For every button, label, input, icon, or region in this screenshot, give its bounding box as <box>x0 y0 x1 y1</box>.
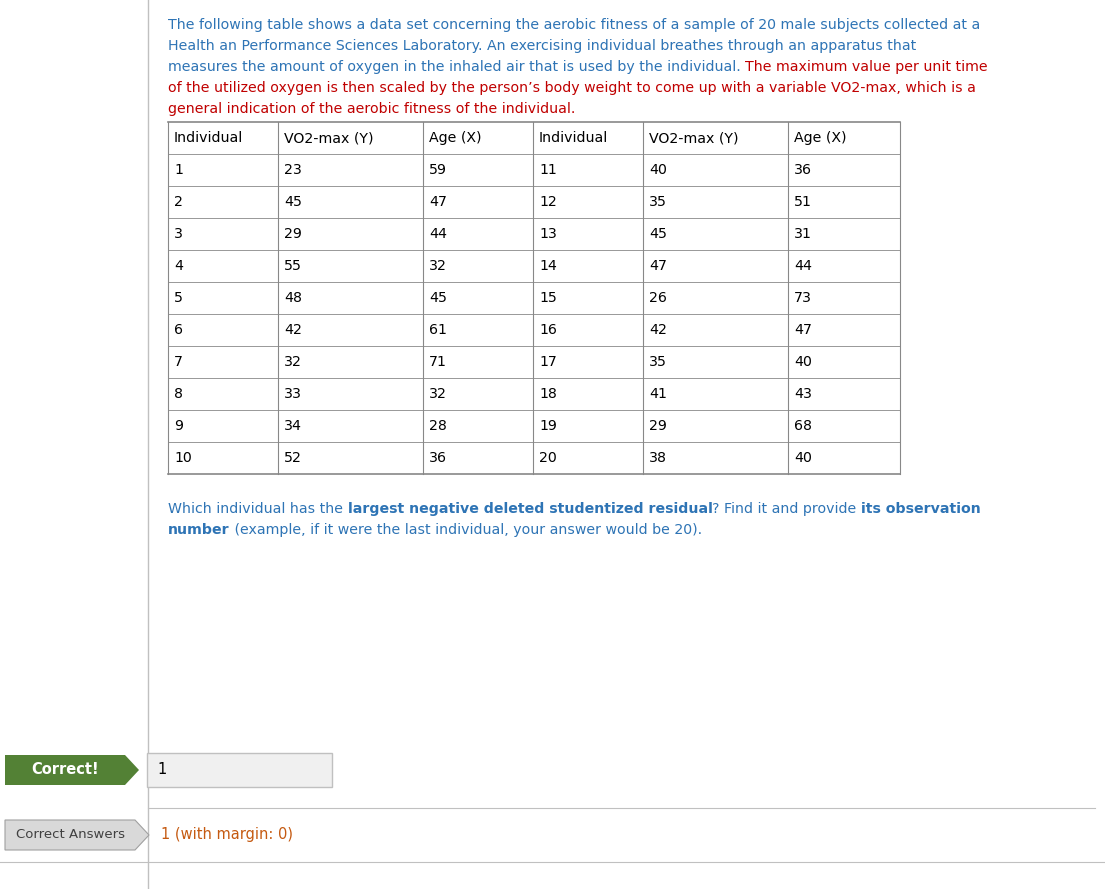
Text: 40: 40 <box>794 355 812 369</box>
Text: 48: 48 <box>284 291 302 305</box>
Text: ? Find it and provide: ? Find it and provide <box>713 502 861 516</box>
Text: The following table shows a data set concerning the aerobic fitness of a sample : The following table shows a data set con… <box>168 18 980 32</box>
Text: 47: 47 <box>794 323 812 337</box>
Text: 59: 59 <box>429 163 448 177</box>
Text: VO2-max (Y): VO2-max (Y) <box>284 131 373 145</box>
Text: 10: 10 <box>173 451 192 465</box>
Text: 47: 47 <box>429 195 448 209</box>
Text: Correct Answers: Correct Answers <box>15 829 125 842</box>
Text: 20: 20 <box>539 451 557 465</box>
Text: 42: 42 <box>284 323 302 337</box>
Text: number: number <box>168 523 230 537</box>
Text: 61: 61 <box>429 323 446 337</box>
Text: 32: 32 <box>284 355 302 369</box>
Text: 34: 34 <box>284 419 302 433</box>
Text: 12: 12 <box>539 195 557 209</box>
Text: 68: 68 <box>794 419 812 433</box>
Text: Age (X): Age (X) <box>429 131 482 145</box>
Text: 6: 6 <box>173 323 183 337</box>
Text: 23: 23 <box>284 163 302 177</box>
Text: 45: 45 <box>649 227 667 241</box>
Text: 18: 18 <box>539 387 557 401</box>
Text: Age (X): Age (X) <box>794 131 846 145</box>
Text: its observation: its observation <box>861 502 981 516</box>
Text: 5: 5 <box>173 291 183 305</box>
Text: 28: 28 <box>429 419 446 433</box>
Text: 36: 36 <box>794 163 812 177</box>
Text: 43: 43 <box>794 387 812 401</box>
Text: 13: 13 <box>539 227 557 241</box>
Text: 4: 4 <box>173 259 183 273</box>
Text: 32: 32 <box>429 259 446 273</box>
Text: 26: 26 <box>649 291 667 305</box>
Text: 71: 71 <box>429 355 446 369</box>
Polygon shape <box>6 820 149 850</box>
Text: 51: 51 <box>794 195 812 209</box>
Text: 8: 8 <box>173 387 182 401</box>
Text: 14: 14 <box>539 259 557 273</box>
Text: 19: 19 <box>539 419 557 433</box>
Text: Individual: Individual <box>539 131 608 145</box>
Text: 40: 40 <box>794 451 812 465</box>
Text: 16: 16 <box>539 323 557 337</box>
Text: 45: 45 <box>429 291 448 305</box>
Text: 29: 29 <box>284 227 302 241</box>
Text: 44: 44 <box>429 227 448 241</box>
Text: 40: 40 <box>649 163 667 177</box>
Text: of the utilized oxygen is then scaled by the person’s body weight to come up wit: of the utilized oxygen is then scaled by… <box>168 81 976 95</box>
Text: 17: 17 <box>539 355 557 369</box>
Text: VO2-max (Y): VO2-max (Y) <box>649 131 738 145</box>
Text: 45: 45 <box>284 195 302 209</box>
Text: (example, if it were the last individual, your answer would be 20).: (example, if it were the last individual… <box>230 523 702 537</box>
Text: 33: 33 <box>284 387 302 401</box>
Polygon shape <box>6 755 139 785</box>
Text: 1: 1 <box>173 163 182 177</box>
Text: Health an Performance Sciences Laboratory. An exercising individual breathes thr: Health an Performance Sciences Laborator… <box>168 39 916 53</box>
Text: 38: 38 <box>649 451 667 465</box>
Text: 35: 35 <box>649 355 667 369</box>
Text: 15: 15 <box>539 291 557 305</box>
Text: 32: 32 <box>429 387 446 401</box>
Text: The maximum value per unit time: The maximum value per unit time <box>745 60 988 74</box>
Text: 55: 55 <box>284 259 302 273</box>
Text: 73: 73 <box>794 291 812 305</box>
Text: 31: 31 <box>794 227 812 241</box>
Text: 29: 29 <box>649 419 667 433</box>
Text: 2: 2 <box>173 195 182 209</box>
Text: 7: 7 <box>173 355 183 369</box>
Text: general indication of the aerobic fitness of the individual.: general indication of the aerobic fitnes… <box>168 102 576 116</box>
Text: Individual: Individual <box>173 131 243 145</box>
Text: 41: 41 <box>649 387 667 401</box>
Text: 9: 9 <box>173 419 183 433</box>
Text: largest negative deleted studentized residual: largest negative deleted studentized res… <box>347 502 713 516</box>
Text: 44: 44 <box>794 259 812 273</box>
Text: 52: 52 <box>284 451 302 465</box>
Bar <box>147 753 332 787</box>
Text: 1: 1 <box>157 763 166 778</box>
Text: 42: 42 <box>649 323 667 337</box>
Text: 11: 11 <box>539 163 557 177</box>
Text: 1 (with margin: 0): 1 (with margin: 0) <box>161 828 293 843</box>
Text: measures the amount of oxygen in the inhaled air that is used by the individual.: measures the amount of oxygen in the inh… <box>168 60 745 74</box>
Text: 35: 35 <box>649 195 667 209</box>
Text: 47: 47 <box>649 259 667 273</box>
Text: 3: 3 <box>173 227 183 241</box>
Text: Which individual has the: Which individual has the <box>168 502 347 516</box>
Text: 36: 36 <box>429 451 448 465</box>
Text: Correct!: Correct! <box>31 763 98 778</box>
